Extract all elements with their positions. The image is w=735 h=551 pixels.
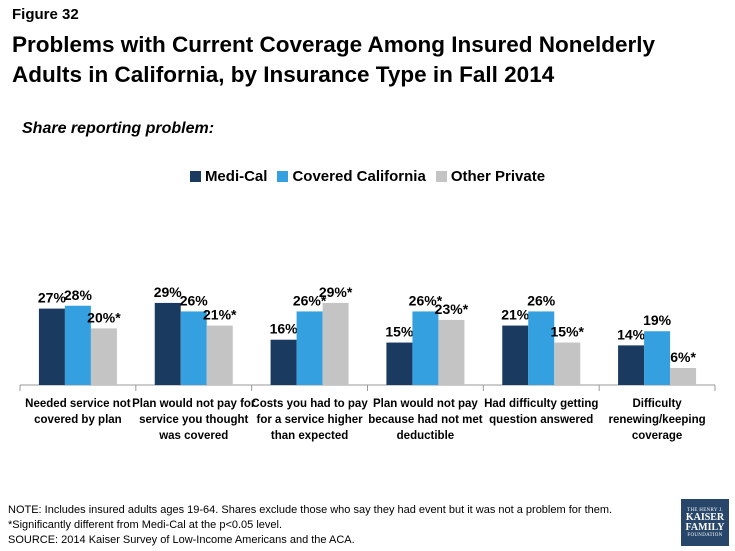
bar <box>528 311 555 385</box>
category-label: Plan would not pay <box>373 398 478 410</box>
data-label: 15%* <box>551 324 585 340</box>
bar <box>618 345 645 385</box>
significance-note: *Significantly different from Medi-Cal a… <box>8 519 283 531</box>
figure-label: Figure 32 <box>12 6 79 23</box>
data-label: 21% <box>501 307 530 323</box>
category-label: than expected <box>271 430 348 442</box>
logo-text-line: FOUNDATION <box>687 532 723 538</box>
category-label: covered by plan <box>34 414 122 426</box>
bar <box>90 328 117 385</box>
bar <box>644 331 671 385</box>
data-label: 20%* <box>87 309 121 325</box>
legend-label-medi-cal: Medi-Cal <box>204 168 268 185</box>
category-label: for a service higher <box>257 414 364 426</box>
data-label: 19% <box>643 312 672 328</box>
data-label: 26% <box>527 292 556 308</box>
category-label: Had difficulty getting <box>484 398 598 410</box>
bar <box>180 311 207 385</box>
category-label: Difficulty <box>632 398 682 410</box>
legend-label-other-private: Other Private <box>450 168 546 185</box>
logo-text-line: FAMILY <box>685 521 725 533</box>
category-label: Plan would not pay for <box>132 398 256 410</box>
data-label: 6%* <box>670 349 696 365</box>
bar <box>206 325 233 385</box>
footnotes: NOTE: Includes insured adults ages 19-64… <box>8 503 668 548</box>
data-label: 28% <box>64 287 93 303</box>
data-label: 29%* <box>319 284 353 300</box>
kff-logo: THE HENRY J. KAISER FAMILY FOUNDATION <box>681 499 729 546</box>
bar <box>670 368 697 385</box>
legend: Medi-Cal Covered California Other Privat… <box>0 168 735 185</box>
bar <box>412 311 439 385</box>
data-label: 14% <box>617 326 646 342</box>
category-label: Costs you had to pay <box>251 398 368 410</box>
bar <box>154 302 181 385</box>
logo-text-line: THE HENRY J. <box>687 507 723 513</box>
legend-swatch-medi-cal <box>189 171 201 182</box>
bar <box>502 325 529 385</box>
data-label: 16% <box>270 321 299 337</box>
legend-swatch-covered-california <box>277 171 289 182</box>
bar <box>64 305 91 385</box>
category-label: coverage <box>632 430 683 442</box>
chart-subtitle: Share reporting problem: <box>22 120 215 137</box>
note-line: NOTE: Includes insured adults ages 19-64… <box>8 504 613 516</box>
data-label: 29% <box>154 284 183 300</box>
logo-text-line: KAISER <box>685 511 725 523</box>
category-label: because had not met <box>368 414 483 426</box>
data-label: 26%* <box>409 292 443 308</box>
legend-item-other-private: Other Private <box>435 168 546 185</box>
bar <box>438 319 465 385</box>
bar <box>38 308 65 385</box>
bar <box>296 311 323 385</box>
data-label: 23%* <box>435 301 469 317</box>
chart-title: Problems with Current Coverage Among Ins… <box>12 32 656 87</box>
bar <box>270 339 297 385</box>
bar <box>554 342 581 385</box>
bar <box>322 302 349 385</box>
data-label: 26% <box>180 292 209 308</box>
category-label: renewing/keeping <box>609 414 706 426</box>
legend-label-covered-california: Covered California <box>292 168 426 185</box>
data-label: 15% <box>385 324 414 340</box>
category-label: deductible <box>397 430 455 442</box>
data-label: 26%* <box>293 292 327 308</box>
category-label: was covered <box>158 430 228 442</box>
source-note: SOURCE: 2014 Kaiser Survey of Low-Income… <box>8 534 355 546</box>
category-label: question answered <box>489 414 593 426</box>
legend-item-covered-california: Covered California <box>277 168 426 185</box>
data-label: 21%* <box>203 307 237 323</box>
category-label: service you thought <box>139 414 248 426</box>
legend-swatch-other-private <box>435 171 447 182</box>
legend-item-medi-cal: Medi-Cal <box>189 168 268 185</box>
category-label: Needed service not <box>25 398 131 410</box>
data-label: 27% <box>38 290 67 306</box>
bar <box>386 342 413 385</box>
